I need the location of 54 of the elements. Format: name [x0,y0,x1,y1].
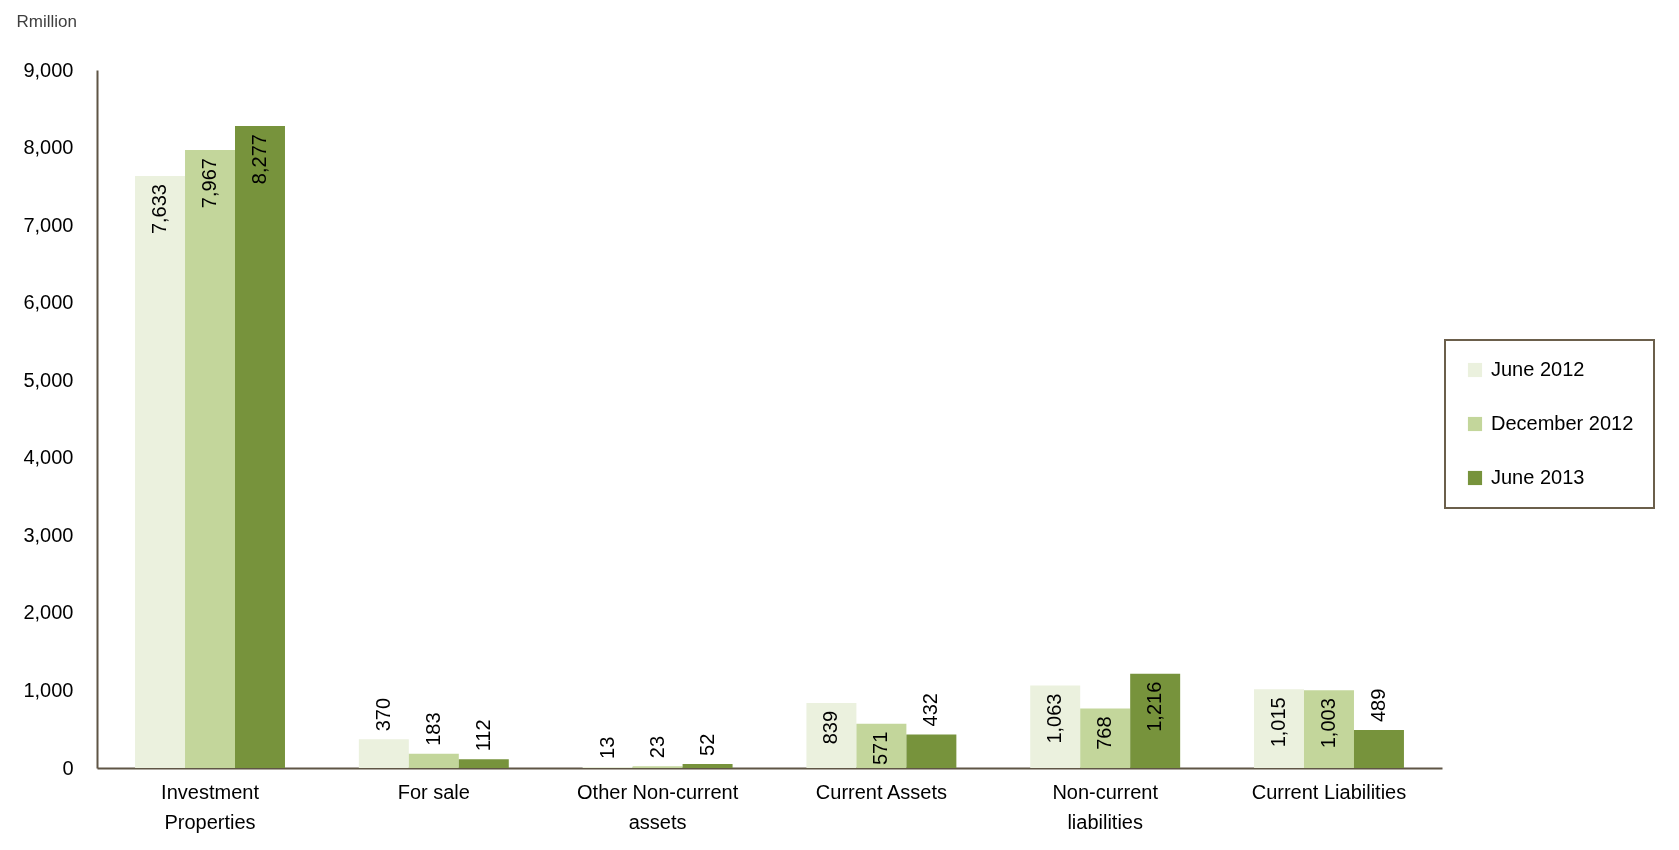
y-axis-title: Rmillion [16,11,77,31]
bar [235,126,285,768]
y-tick-label: 6,000 [23,291,74,314]
bar [1353,730,1404,768]
bar [1130,673,1181,768]
data-label: 1,003 [1316,698,1339,749]
bar [135,176,186,768]
y-tick-label: 0 [62,756,74,779]
data-label: 183 [421,712,444,746]
data-label: 768 [1093,716,1116,750]
bar [1080,708,1131,768]
y-tick-label: 9,000 [23,58,74,81]
bar [185,150,236,768]
y-tick-label: 1,000 [23,678,74,701]
data-label: 370 [371,697,394,732]
bar [856,723,907,768]
y-tick-label: 4,000 [23,446,74,469]
data-label: 839 [819,710,842,745]
y-tick-label: 8,000 [23,136,74,159]
legend-label: December 2012 [1491,412,1634,434]
x-tick-label: For sale [397,780,470,803]
y-tick-label: 7,000 [23,213,74,236]
y-tick-label: 5,000 [23,368,74,391]
data-label: 112 [471,719,494,752]
bar [682,763,733,768]
bar [358,739,409,768]
x-tick-label: Investment Properties [161,780,260,833]
y-tick-label: 3,000 [23,523,74,546]
y-tick-label: 2,000 [23,601,74,624]
x-tick-label: Non-current liabilities [1052,780,1159,833]
data-label: 13 [595,736,618,759]
bar [458,759,509,768]
bar [1030,685,1081,768]
bar [408,753,459,768]
data-label: 1,015 [1267,697,1289,748]
bar [1303,690,1354,768]
data-label: 1,216 [1143,681,1166,732]
data-label: 7,967 [198,158,221,209]
legend-label: June 2013 [1491,466,1585,488]
bar [906,734,957,768]
data-label: 23 [645,735,668,759]
legend-label: June 2012 [1491,358,1585,380]
data-label: 571 [869,731,892,766]
data-label: 52 [695,733,718,756]
data-label: 1,063 [1043,693,1066,744]
x-tick-label: Current Assets [815,780,947,803]
bar [806,702,857,768]
x-tick-label: Other Non-current assets [577,780,739,833]
data-label: 8,277 [248,134,270,185]
x-tick-label: Current Liabilities [1251,780,1407,803]
data-label: 432 [919,693,942,727]
data-label: 489 [1366,688,1389,723]
data-label: 7,633 [148,184,171,235]
bar [1254,689,1304,768]
